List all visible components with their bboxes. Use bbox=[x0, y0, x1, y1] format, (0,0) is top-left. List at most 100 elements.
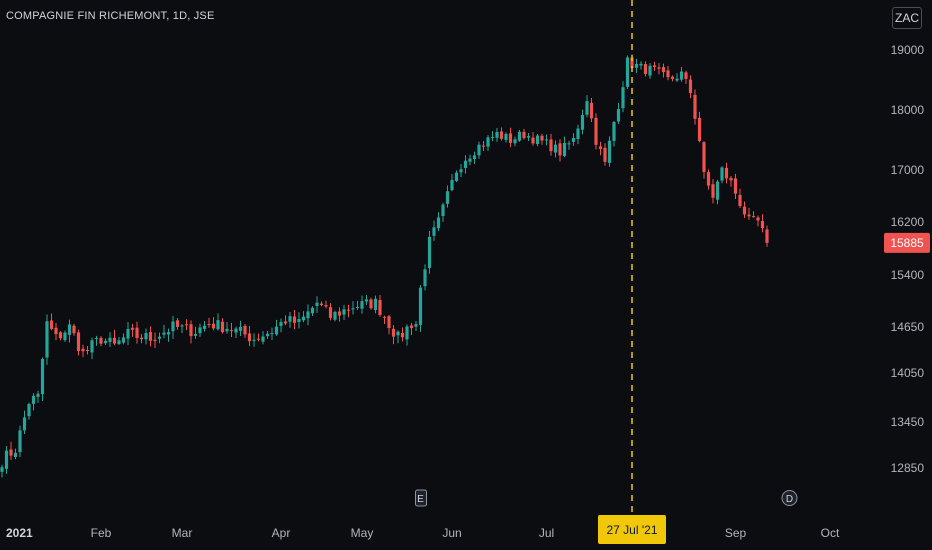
candle bbox=[319, 301, 324, 307]
dividend-marker[interactable]: D bbox=[781, 490, 798, 506]
candle bbox=[40, 357, 45, 402]
time-axis[interactable]: 2021FebMarAprMayJunJulAugSepOct27 Jul '2… bbox=[0, 515, 932, 550]
candle bbox=[148, 326, 153, 347]
candle bbox=[346, 304, 351, 318]
candle bbox=[526, 133, 531, 142]
candle bbox=[747, 207, 751, 220]
candle bbox=[184, 319, 189, 331]
candle bbox=[117, 337, 121, 346]
candle bbox=[139, 334, 144, 344]
price-tick-label: 15400 bbox=[891, 268, 925, 282]
candle bbox=[711, 179, 715, 204]
candle bbox=[382, 315, 387, 325]
candle bbox=[688, 75, 693, 99]
earnings-marker[interactable]: E bbox=[415, 489, 427, 507]
candle bbox=[522, 128, 526, 140]
candle bbox=[369, 297, 373, 310]
candle bbox=[265, 330, 270, 339]
candle bbox=[108, 332, 112, 347]
candle bbox=[661, 63, 666, 78]
candle bbox=[301, 311, 306, 323]
symbol-title: COMPAGNIE FIN RICHEMONT, 1D, JSE bbox=[6, 10, 215, 22]
candle bbox=[292, 310, 297, 330]
candle bbox=[517, 130, 522, 142]
candle bbox=[684, 70, 688, 84]
candle bbox=[243, 324, 247, 338]
candle bbox=[27, 402, 31, 420]
svg-text:D: D bbox=[786, 494, 793, 505]
candle bbox=[310, 306, 315, 316]
candle bbox=[153, 332, 157, 348]
candle bbox=[558, 139, 562, 162]
candle bbox=[324, 300, 328, 309]
candle bbox=[463, 155, 468, 174]
price-axis[interactable]: 19000 18000 17000 16200 15400 14650 14050 13450… bbox=[880, 0, 932, 550]
candle bbox=[58, 330, 63, 341]
candle bbox=[166, 328, 171, 342]
candle bbox=[697, 111, 702, 143]
candle bbox=[594, 113, 598, 150]
candle bbox=[724, 162, 729, 184]
candle bbox=[706, 169, 711, 190]
candle bbox=[4, 446, 9, 474]
candle bbox=[126, 321, 130, 346]
candle bbox=[238, 320, 243, 337]
candle bbox=[508, 127, 513, 148]
candle bbox=[490, 131, 495, 142]
candle bbox=[13, 448, 18, 460]
time-tick-label: Apr bbox=[272, 526, 291, 540]
candle bbox=[549, 133, 553, 156]
candle bbox=[414, 321, 418, 331]
candle bbox=[405, 324, 409, 346]
candle bbox=[459, 164, 463, 177]
candle bbox=[621, 81, 625, 113]
candle bbox=[738, 188, 742, 208]
candle bbox=[67, 319, 72, 343]
candle bbox=[504, 132, 508, 143]
candle bbox=[135, 321, 139, 344]
candle bbox=[742, 201, 747, 218]
candle bbox=[450, 174, 454, 192]
candle bbox=[99, 336, 103, 347]
candle bbox=[211, 317, 216, 331]
time-tick-label: May bbox=[351, 526, 374, 540]
candle bbox=[36, 390, 40, 403]
candle bbox=[499, 127, 504, 141]
currency-button[interactable]: ZAC bbox=[892, 7, 922, 29]
candle bbox=[612, 120, 616, 147]
candle bbox=[171, 315, 175, 339]
candle bbox=[535, 133, 540, 147]
candle bbox=[85, 346, 90, 355]
candle bbox=[180, 323, 184, 334]
candle bbox=[247, 325, 252, 347]
candle bbox=[283, 315, 288, 326]
candle bbox=[81, 344, 85, 358]
price-tick-label: 14050 bbox=[891, 366, 925, 380]
candle bbox=[436, 212, 441, 232]
candle bbox=[261, 331, 265, 345]
candle bbox=[562, 136, 567, 158]
svg-text:E: E bbox=[417, 494, 424, 505]
candle bbox=[387, 314, 391, 335]
candle bbox=[364, 294, 369, 305]
time-tick-label: Feb bbox=[91, 526, 112, 540]
candle bbox=[328, 303, 333, 321]
candle bbox=[342, 305, 346, 321]
candle bbox=[639, 61, 643, 70]
candle bbox=[486, 135, 490, 151]
time-tick-label: 2021 bbox=[6, 526, 33, 540]
candle bbox=[418, 285, 423, 332]
candle bbox=[270, 327, 274, 341]
candle bbox=[729, 176, 733, 187]
candle bbox=[675, 73, 679, 83]
candle bbox=[175, 318, 180, 330]
candle bbox=[423, 264, 427, 291]
candle bbox=[45, 314, 49, 365]
candle bbox=[337, 307, 342, 322]
candle bbox=[220, 318, 225, 334]
candle bbox=[31, 393, 36, 411]
candle bbox=[112, 329, 117, 346]
candle bbox=[495, 127, 499, 142]
